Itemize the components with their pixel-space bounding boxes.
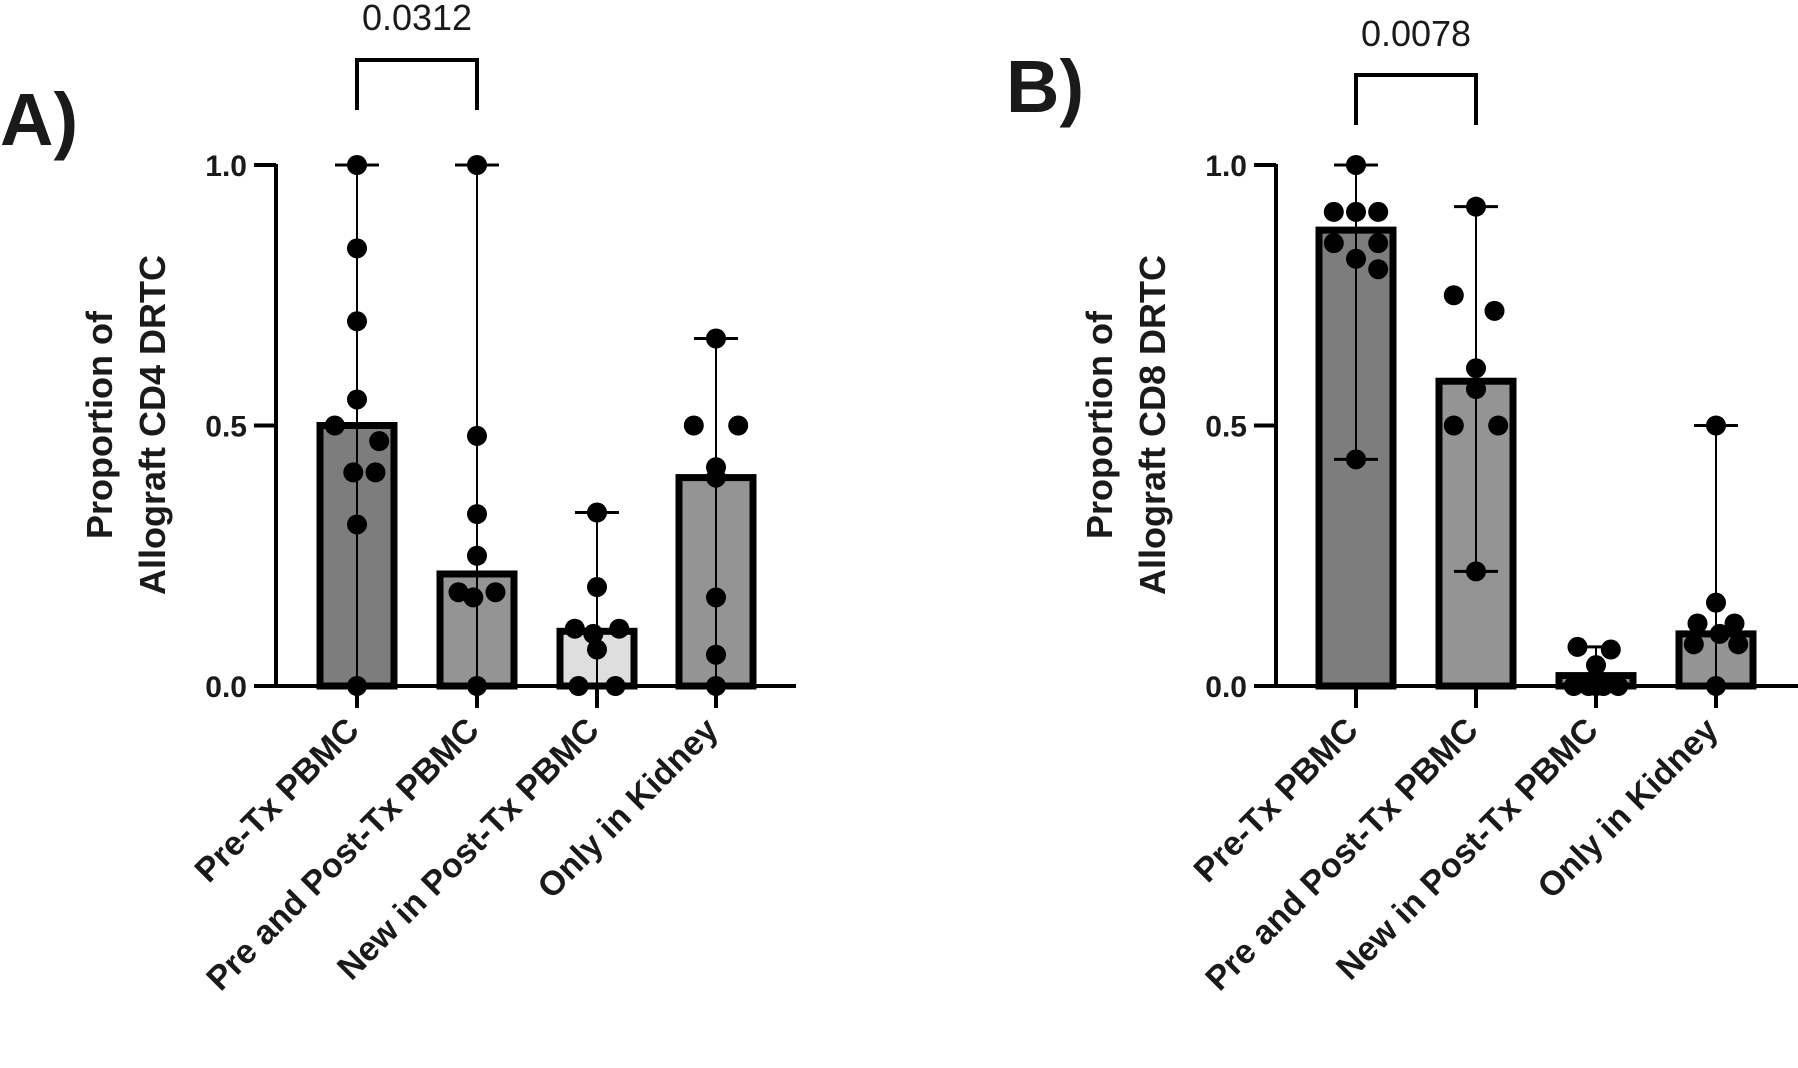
data-point: [347, 155, 367, 175]
data-point: [1706, 592, 1726, 613]
y-tick-label: 0.0: [1205, 671, 1247, 704]
y-tick-label: 1.0: [205, 150, 247, 183]
data-point: [1709, 623, 1730, 644]
panel-a: A) Proportion of Allograft CD4 DRTC 0.0 0.5 1…: [0, 0, 796, 998]
data-point: [343, 462, 364, 483]
significance-bracket: [355, 58, 479, 110]
panel-label: A): [0, 78, 78, 161]
data-point: [1466, 379, 1486, 400]
data-point: [1323, 201, 1344, 222]
data-point: [467, 545, 487, 566]
data-point: [347, 311, 367, 332]
data-point: [1368, 233, 1389, 254]
data-point: [1484, 300, 1505, 321]
data-point: [609, 618, 630, 639]
data-point: [324, 415, 345, 436]
data-point: [1600, 639, 1621, 660]
data-point: [1466, 358, 1486, 379]
data-point: [706, 644, 726, 665]
data-point: [365, 462, 386, 483]
data-point: [1368, 201, 1389, 222]
panel-label: B): [1006, 45, 1084, 128]
data-point: [347, 238, 367, 259]
data-point: [564, 618, 585, 639]
data-point: [728, 415, 749, 436]
data-point: [1368, 259, 1389, 280]
p-value-label: 0.0078: [1361, 13, 1471, 54]
y-tick-label: 0.5: [205, 411, 247, 444]
data-point: [1443, 285, 1464, 306]
data-point: [587, 577, 607, 598]
data-point: [587, 639, 607, 660]
data-point: [683, 415, 704, 436]
data-point: [1567, 636, 1588, 657]
data-point: [1466, 196, 1486, 217]
data-point: [1346, 248, 1366, 269]
data-point: [1346, 449, 1366, 470]
data-point: [369, 431, 390, 452]
data-point: [1346, 155, 1366, 175]
p-value-label: 0.0312: [362, 0, 472, 38]
y-tick-label: 1.0: [1205, 150, 1247, 183]
y-tick-label: 0.5: [1205, 411, 1247, 444]
y-axis-title-line: Allograft CD8 DRTC: [1132, 255, 1173, 595]
data-point: [463, 587, 484, 608]
y-axis-title-line: Proportion of: [79, 310, 120, 539]
y-axis-title-line: Allograft CD4 DRTC: [132, 255, 173, 595]
data-point: [1586, 655, 1606, 676]
data-point: [1466, 561, 1486, 582]
data-point: [1724, 613, 1745, 634]
y-axis-title-line: Proportion of: [1079, 310, 1120, 539]
data-point: [467, 155, 487, 175]
data-point: [706, 328, 726, 349]
data-point: [1683, 634, 1704, 655]
y-tick-label: 0.0: [205, 671, 247, 704]
data-point: [347, 389, 367, 410]
data-point: [583, 623, 604, 644]
panel-b: B) Proportion of Allograft CD8 DRTC 0.0 0.5 1…: [1006, 13, 1798, 998]
data-point: [587, 502, 607, 523]
data-point: [467, 504, 487, 525]
data-point: [1706, 415, 1726, 436]
data-point: [1488, 415, 1509, 436]
data-point: [1687, 613, 1708, 634]
data-point: [347, 514, 367, 535]
data-point: [1346, 201, 1366, 222]
significance-bracket: [1354, 73, 1478, 125]
data-point: [1443, 415, 1464, 436]
data-point: [706, 467, 726, 488]
data-point: [485, 582, 506, 603]
data-point: [1728, 634, 1749, 655]
data-point: [467, 425, 487, 446]
data-point: [706, 587, 726, 608]
data-point: [1323, 233, 1344, 254]
